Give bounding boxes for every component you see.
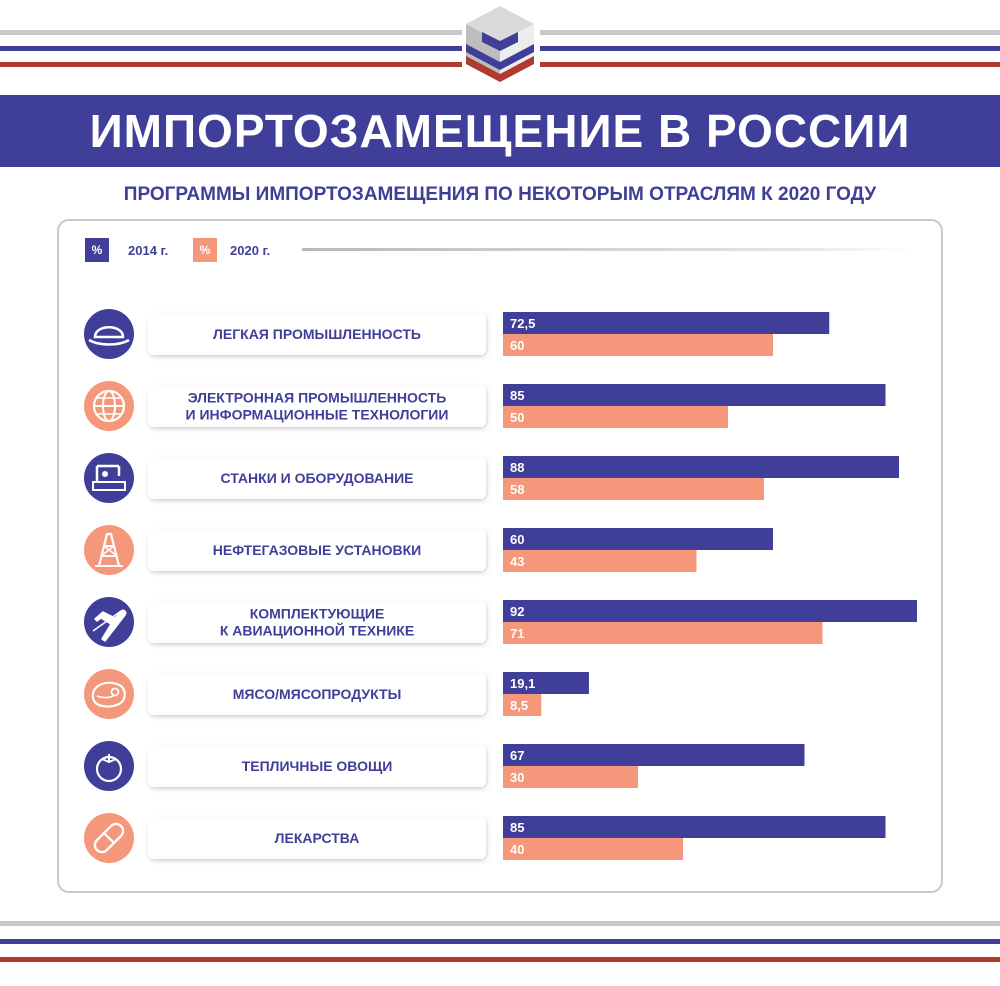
page-title-banner: ИМПОРТОЗАМЕЩЕНИЕ В РОССИИ — [0, 95, 1000, 167]
category-card-3 — [148, 457, 486, 499]
bar-value-label: 40 — [510, 842, 524, 857]
bar-value-label: 60 — [510, 532, 524, 547]
bar-2014-row-6 — [503, 672, 589, 694]
bar-value-label: 60 — [510, 338, 524, 353]
bottom-stripe-blue — [0, 939, 1000, 944]
bar-value-label: 88 — [510, 460, 524, 475]
hat-icon — [84, 309, 134, 359]
page-title: ИМПОРТОЗАМЕЩЕНИЕ В РОССИИ — [89, 105, 911, 157]
cube-logo-icon — [466, 6, 534, 82]
top-stripe-red-right — [540, 62, 1000, 67]
bar-2020-row-6 — [503, 694, 542, 716]
bar-2020-row-4 — [503, 550, 697, 572]
category-label: ЭЛЕКТРОННАЯ ПРОМЫШЛЕННОСТЬ — [188, 390, 447, 406]
bottom-stripe-red — [0, 957, 1000, 962]
top-stripe-blue-left — [0, 46, 462, 51]
bar-2020-row-8 — [503, 838, 683, 860]
bar-value-label: 58 — [510, 482, 524, 497]
bar-2020-row-7 — [503, 766, 638, 788]
bar-2014-row-3 — [503, 456, 899, 478]
bar-value-label: 8,5 — [510, 698, 528, 713]
legend-swatch-2014: % — [85, 238, 109, 262]
category-card-6 — [148, 673, 486, 715]
bar-2020-row-2 — [503, 406, 728, 428]
category-label: ЛЕГКАЯ ПРОМЫШЛЕННОСТЬ — [213, 326, 421, 342]
bar-value-label: 85 — [510, 820, 524, 835]
bar-value-label: 72,5 — [510, 316, 535, 331]
bar-value-label: 19,1 — [510, 676, 535, 691]
bar-2014-row-2 — [503, 384, 886, 406]
oil-rig-icon — [84, 525, 134, 575]
category-card-5 — [148, 601, 486, 643]
bar-value-label: 50 — [510, 410, 524, 425]
category-label: И ИНФОРМАЦИОННЫЕ ТЕХНОЛОГИИ — [186, 407, 449, 423]
bar-2014-row-8 — [503, 816, 886, 838]
tomato-icon — [84, 741, 134, 791]
bar-2014-row-1 — [503, 312, 830, 334]
top-stripe-gray-left — [0, 30, 462, 35]
bar-value-label: 67 — [510, 748, 524, 763]
bar-2020-row-3 — [503, 478, 764, 500]
category-card-2 — [148, 385, 486, 427]
legend-divider — [302, 248, 914, 251]
machine-tool-icon — [84, 453, 134, 503]
bar-2014-row-7 — [503, 744, 805, 766]
top-stripe-red-left — [0, 62, 462, 67]
category-label: СТАНКИ И ОБОРУДОВАНИЕ — [221, 470, 414, 486]
category-card-4 — [148, 529, 486, 571]
legend-label-2014: 2014 г. — [128, 243, 169, 258]
category-label: ЛЕКАРСТВА — [275, 830, 360, 846]
pill-icon — [84, 813, 134, 863]
airplane-icon — [84, 597, 134, 647]
meat-icon — [84, 669, 134, 719]
category-label: КОМПЛЕКТУЮЩИЕ — [250, 606, 385, 622]
top-stripe-blue-right — [540, 46, 1000, 51]
category-label: МЯСО/МЯСОПРОДУКТЫ — [233, 686, 402, 702]
page-subtitle: ПРОГРАММЫ ИМПОРТОЗАМЕЩЕНИЯ ПО НЕКОТОРЫМ … — [123, 184, 877, 205]
bar-value-label: 71 — [510, 626, 524, 641]
category-card-7 — [148, 745, 486, 787]
bar-2020-row-1 — [503, 334, 773, 356]
legend-label-2020: 2020 г. — [230, 243, 271, 258]
bar-value-label: 30 — [510, 770, 524, 785]
bar-2020-row-5 — [503, 622, 823, 644]
legend-swatch-2020: % — [193, 238, 217, 262]
bar-2014-row-5 — [503, 600, 917, 622]
category-label: ТЕПЛИЧНЫЕ ОВОЩИ — [242, 758, 393, 774]
category-label: К АВИАЦИОННОЙ ТЕХНИКЕ — [220, 622, 414, 639]
top-stripe-gray-right — [540, 30, 1000, 35]
bar-value-label: 92 — [510, 604, 524, 619]
bottom-stripe-gray — [0, 921, 1000, 926]
category-label: НЕФТЕГАЗОВЫЕ УСТАНОВКИ — [213, 542, 421, 558]
bar-value-label: 43 — [510, 554, 524, 569]
category-card-1 — [148, 313, 486, 355]
bar-value-label: 85 — [510, 388, 524, 403]
globe-icon — [84, 381, 134, 431]
bar-2014-row-4 — [503, 528, 773, 550]
category-card-8 — [148, 817, 486, 859]
